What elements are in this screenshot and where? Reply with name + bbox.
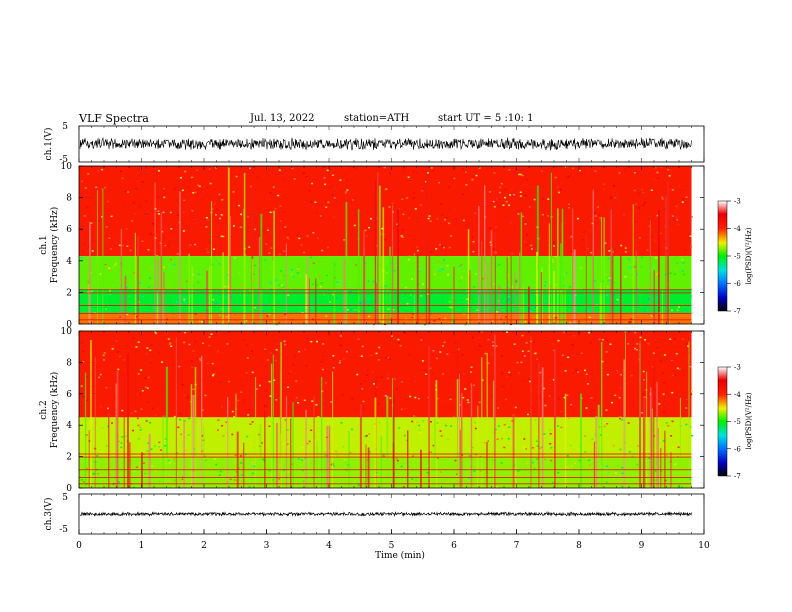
ch2-spectrogram-panel: 0 2 4 6 8 10 ch.2 Frequency (kHz) -3 -4 -5 -6 -7 … <box>39 327 753 494</box>
colorbar-tick: -7 <box>734 308 741 316</box>
time-axis-tick: 4 <box>326 541 332 551</box>
colorbar-tick: -3 <box>734 364 741 372</box>
ch3-ytick-bottom: -5 <box>59 525 68 535</box>
colorbar-tick: -6 <box>734 280 741 288</box>
spec2-ytick: 0 <box>66 484 72 494</box>
colorbar-tick: -4 <box>734 225 741 233</box>
spec1-ytick: 6 <box>66 225 72 235</box>
ch3-waveform-trace <box>79 511 692 517</box>
time-axis-tick: 0 <box>76 541 82 551</box>
spec1-ytick: 2 <box>66 288 72 298</box>
time-axis-tick: 6 <box>451 541 457 551</box>
spec1-ytick: 4 <box>66 257 72 267</box>
ch1-ytick-bottom: -5 <box>59 155 68 165</box>
time-axis-tick: 1 <box>139 541 145 551</box>
time-axis-tick: 10 <box>698 541 710 551</box>
spec2-ytick: 8 <box>66 358 72 368</box>
ch1-waveform-ylabel: ch.1(V) <box>43 128 54 161</box>
time-axis-tick: 8 <box>576 541 582 551</box>
chart-title: VLF Spectra <box>79 112 149 125</box>
time-axis-tick: 2 <box>201 541 207 551</box>
ch2-spectrogram-ylabel: Frequency (kHz) <box>49 372 60 449</box>
colorbar-tick: -3 <box>734 198 741 206</box>
spec1-ytick: 8 <box>66 194 72 204</box>
ch1-colorbar-label: log(PSD)(V²/Hz) <box>745 227 753 284</box>
time-axis-tick: 3 <box>264 541 270 551</box>
ch2-colorbar: -3 -4 -5 -6 -7 log(PSD)(V²/Hz) <box>717 364 753 481</box>
time-axis-tick: 5 <box>389 541 395 551</box>
time-axis-label: Time (min) <box>375 550 425 561</box>
ch3-ytick-top: 5 <box>62 493 68 503</box>
ch1-colorbar: -3 -4 -5 -6 -7 log(PSD)(V²/Hz) <box>717 198 753 316</box>
time-axis-tick: 7 <box>514 541 520 551</box>
time-axis-tick: 9 <box>639 541 645 551</box>
colorbar-tick: -5 <box>734 253 741 261</box>
ch3-waveform-ylabel: ch.3(V) <box>43 498 54 531</box>
spec1-ytick: 0 <box>66 320 72 330</box>
spec2-ytick: 10 <box>61 327 73 337</box>
ch2-colorbar-label: log(PSD)(V²/Hz) <box>745 392 753 449</box>
ch1-spectrogram-ylabel-channel: ch.1 <box>39 235 49 254</box>
spec2-ytick: 4 <box>66 421 72 431</box>
spec1-ytick: 10 <box>61 162 73 172</box>
colorbar-tick: -5 <box>734 418 741 426</box>
date-label: Jul. 13, 2022 <box>250 113 315 124</box>
spec2-ytick: 2 <box>66 453 72 463</box>
ch1-ytick-top: 5 <box>62 122 68 132</box>
ch1-spectrogram-panel: 0 2 4 6 8 10 ch.1 Frequency (kHz) -3 -4 -5 -6 -7 … <box>39 162 753 330</box>
colorbar-tick: -4 <box>734 391 741 399</box>
colorbar-tick: -7 <box>734 473 741 481</box>
ch2-spectrogram-ylabel-channel: ch.2 <box>39 400 49 419</box>
start-time-label: start UT = 5 :10: 1 <box>438 113 534 124</box>
ch1-waveform-trace <box>79 136 692 151</box>
station-label: station=ATH <box>344 113 410 124</box>
minor-ticks <box>78 126 705 534</box>
ch3-waveform-panel: 5 -5 ch.3(V) 0 1 2 3 4 5 6 7 8 9 10 Time (min) <box>43 493 710 561</box>
colorbar-tick: -6 <box>734 445 741 453</box>
ch1-spectrogram-image <box>79 166 693 326</box>
ch1-spectrogram-ylabel: Frequency (kHz) <box>49 207 60 284</box>
ch1-waveform-panel: 5 -5 ch.1(V) <box>43 122 705 165</box>
spec2-ytick: 6 <box>66 390 72 400</box>
ch2-spectrogram-image <box>79 331 694 489</box>
